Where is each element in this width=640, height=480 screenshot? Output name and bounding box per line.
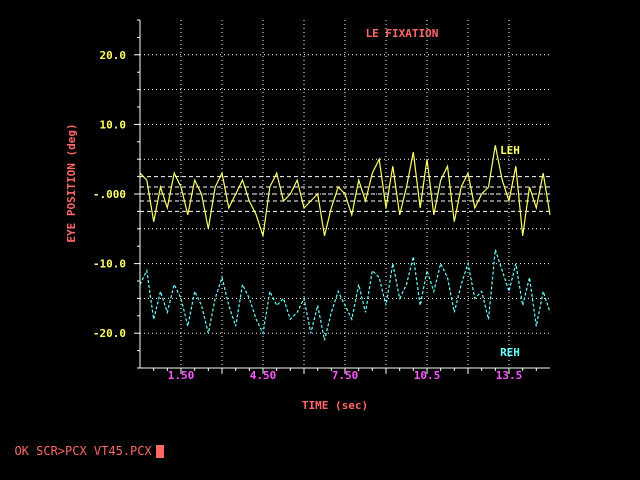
y-tick-label: 10.0 bbox=[100, 118, 127, 131]
command-prompt[interactable]: OK SCR>PCX VT45.PCX bbox=[0, 430, 164, 458]
x-tick-label: 7.50 bbox=[332, 369, 359, 382]
y-tick-label: -20.0 bbox=[93, 327, 126, 340]
series-line-reh bbox=[139, 249, 551, 341]
x-tick-label: 10.5 bbox=[414, 369, 441, 382]
y-tick-label: -.000 bbox=[93, 188, 126, 201]
legend-reh-label: REH bbox=[500, 346, 520, 359]
text-cursor bbox=[155, 445, 164, 458]
axes bbox=[134, 19, 550, 374]
x-tick-label: 13.5 bbox=[496, 369, 523, 382]
x-tick-label: 4.50 bbox=[250, 369, 277, 382]
command-prompt-text: OK SCR>PCX VT45.PCX bbox=[14, 444, 152, 458]
x-tick-label: 1.50 bbox=[168, 369, 195, 382]
chart-title: LE FIXATION bbox=[366, 27, 439, 40]
x-axis-label: TIME (sec) bbox=[302, 399, 368, 412]
legend-leh-label: LEH bbox=[500, 144, 520, 157]
y-axis-label: EYE POSITION (deg) bbox=[65, 123, 78, 242]
y-tick-label: 20.0 bbox=[100, 49, 127, 62]
y-tick-label: -10.0 bbox=[93, 258, 126, 271]
tick-labels: 20.0 10.0 -.000 -10.0 -20.0 1.50 4.50 7.50 10.5 1… bbox=[93, 49, 522, 382]
series-line-leh bbox=[139, 145, 551, 236]
series-group bbox=[139, 145, 551, 341]
